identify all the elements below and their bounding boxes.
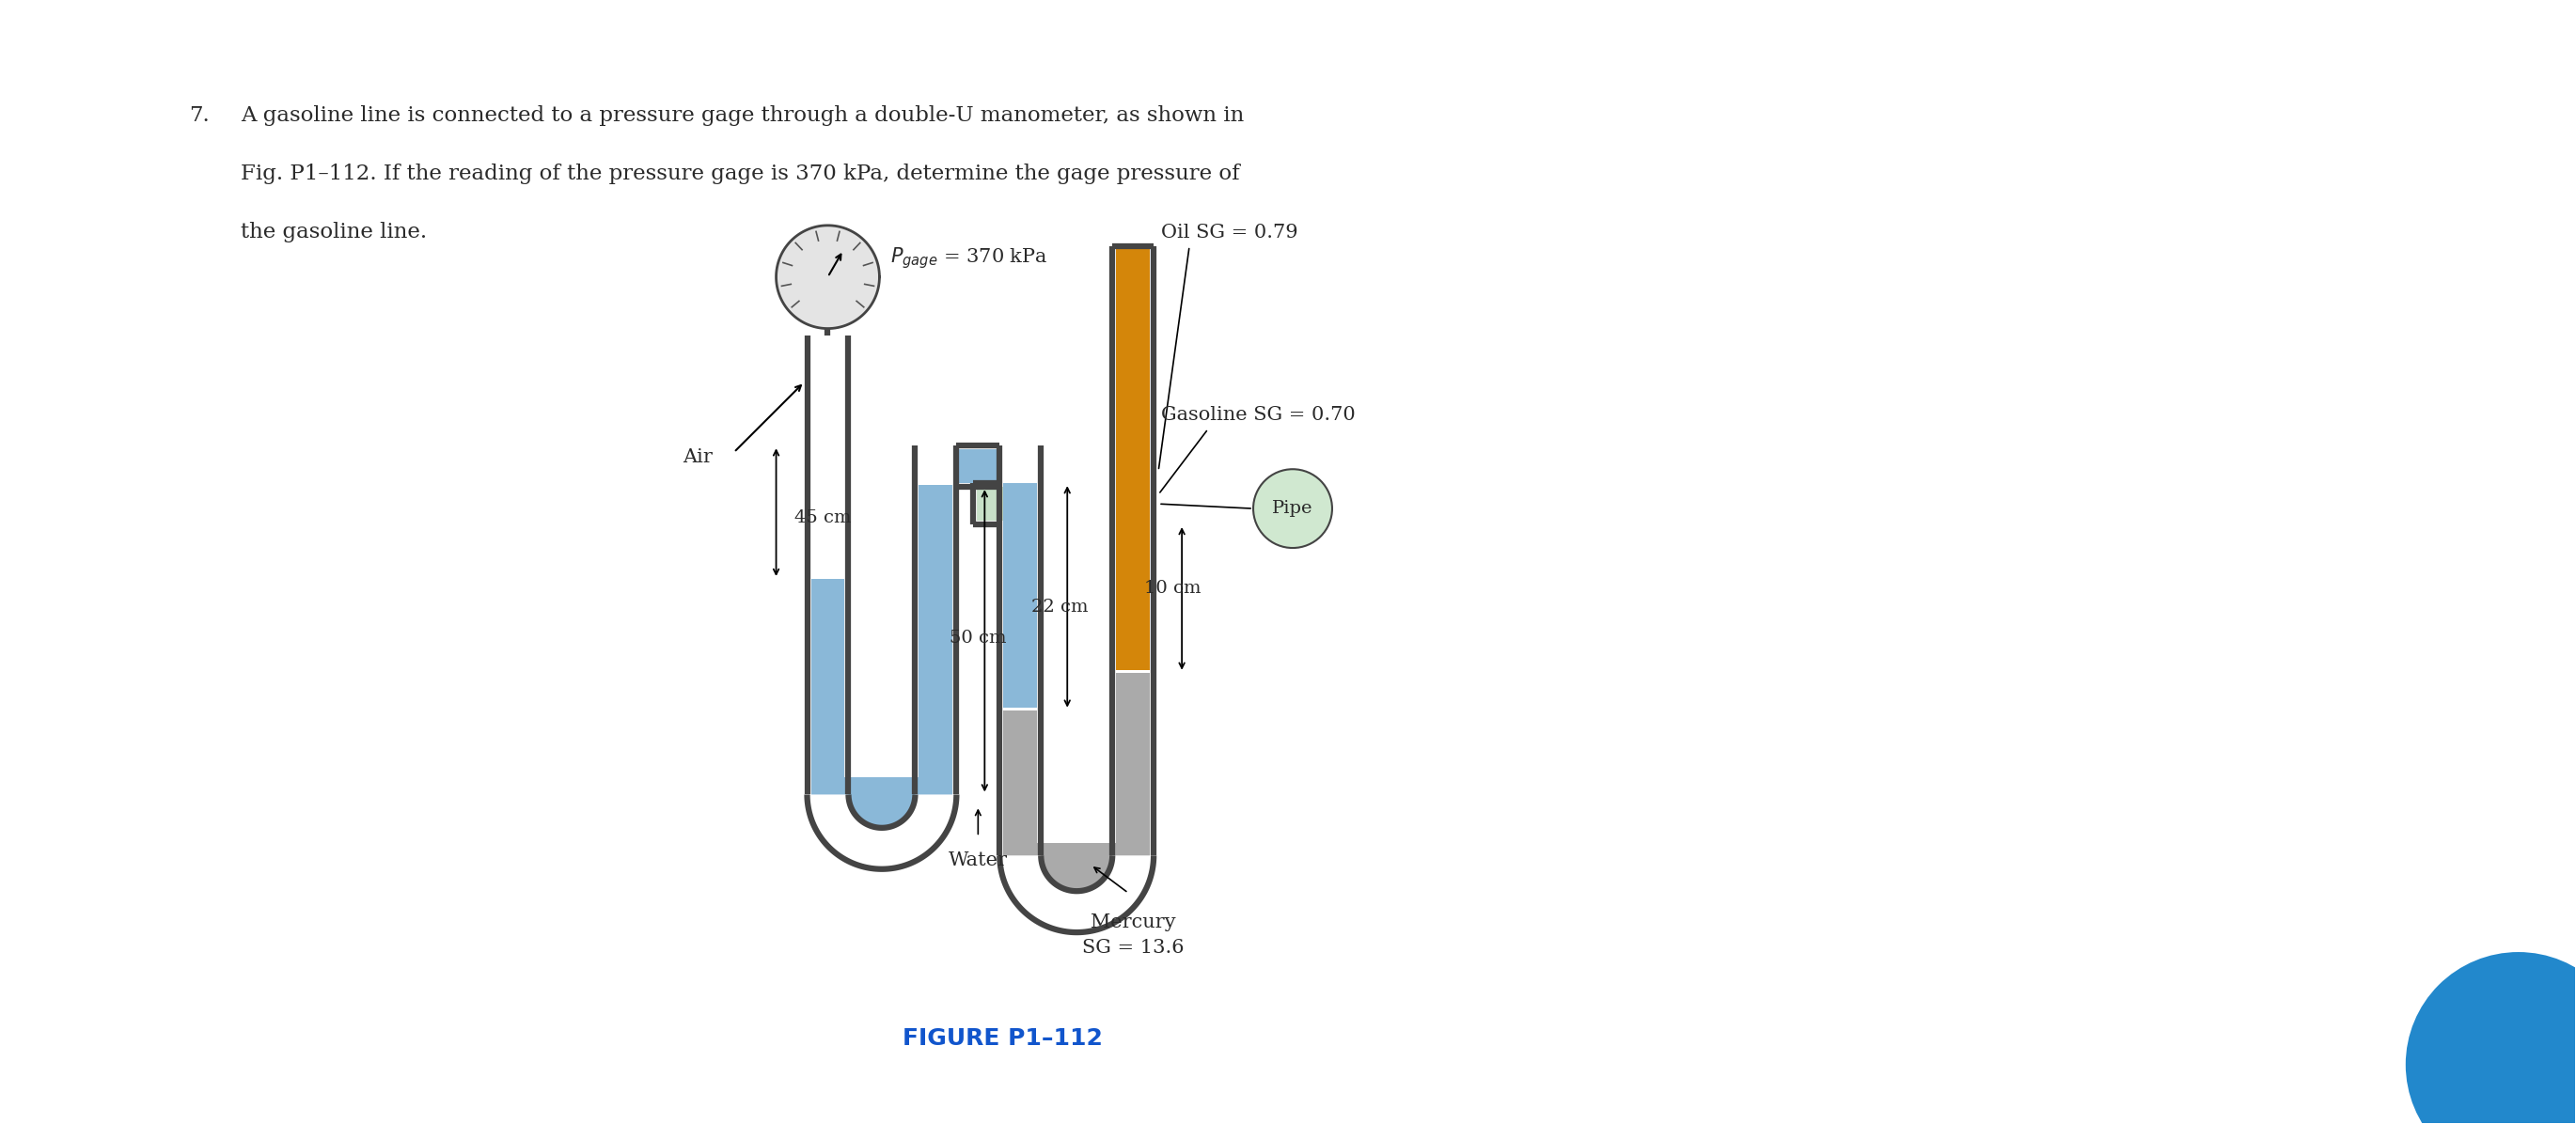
- Text: the gasoline line.: the gasoline line.: [240, 221, 428, 243]
- Circle shape: [1255, 469, 1332, 547]
- Polygon shape: [811, 579, 845, 780]
- Polygon shape: [1041, 855, 1110, 890]
- Polygon shape: [999, 855, 1154, 932]
- Text: Gasoline SG = 0.70: Gasoline SG = 0.70: [1162, 406, 1355, 424]
- Text: Pipe: Pipe: [1273, 500, 1314, 517]
- Polygon shape: [850, 795, 914, 827]
- Polygon shape: [811, 778, 953, 823]
- Text: 10 cm: 10 cm: [1144, 580, 1200, 597]
- Text: Air: Air: [683, 448, 711, 466]
- Polygon shape: [775, 226, 878, 328]
- Text: Oil SG = 0.79: Oil SG = 0.79: [1162, 224, 1298, 242]
- Polygon shape: [976, 487, 1005, 520]
- Text: FIGURE P1–112: FIGURE P1–112: [904, 1027, 1103, 1050]
- Polygon shape: [1115, 672, 1149, 846]
- Polygon shape: [1115, 248, 1149, 670]
- Polygon shape: [806, 795, 956, 869]
- Text: 7.: 7.: [188, 106, 209, 126]
- Text: 50 cm: 50 cm: [951, 629, 1007, 646]
- Polygon shape: [1005, 483, 1038, 707]
- Text: 22 cm: 22 cm: [1030, 599, 1090, 616]
- Text: Fig. P1–112. If the reading of the pressure gage is 370 kPa, determine the gage : Fig. P1–112. If the reading of the press…: [240, 163, 1239, 184]
- Text: Water: Water: [948, 851, 1007, 869]
- Circle shape: [2406, 952, 2576, 1124]
- Polygon shape: [1005, 843, 1149, 881]
- Text: 45 cm: 45 cm: [793, 509, 853, 526]
- Polygon shape: [953, 450, 1002, 483]
- Polygon shape: [1005, 710, 1038, 846]
- Text: Mercury
SG = 13.6: Mercury SG = 13.6: [1082, 914, 1185, 957]
- Text: A gasoline line is connected to a pressure gage through a double-U manometer, as: A gasoline line is connected to a pressu…: [240, 106, 1244, 126]
- Polygon shape: [920, 486, 953, 780]
- Text: $P_{gage}$ = 370 kPa: $P_{gage}$ = 370 kPa: [891, 246, 1048, 271]
